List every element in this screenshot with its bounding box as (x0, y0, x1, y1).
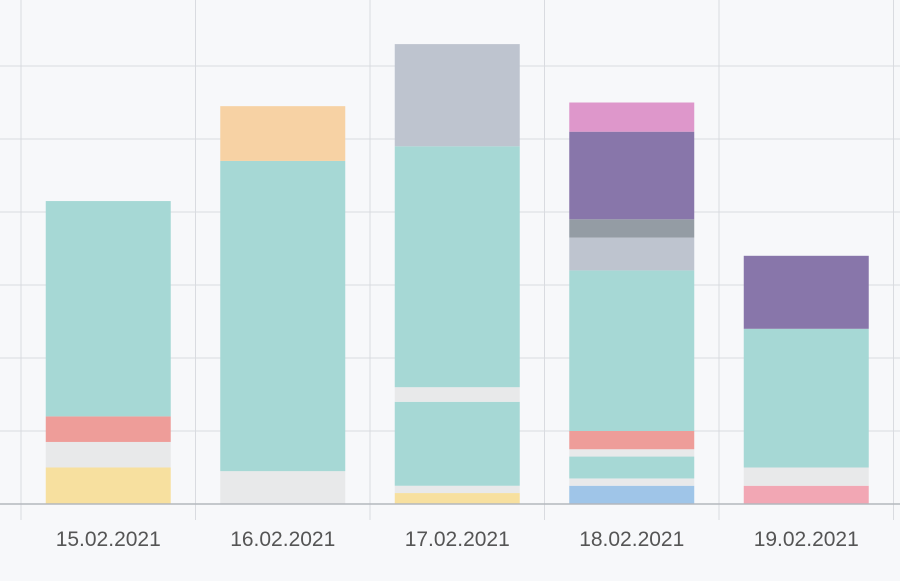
bar-segment-2-4[interactable] (220, 471, 346, 504)
bar-segment-3-5[interactable] (394, 401, 520, 486)
bar-segment-2-12[interactable] (220, 106, 346, 161)
bar-segment-3-9[interactable] (394, 44, 520, 147)
bar-segment-4-13[interactable] (569, 102, 695, 132)
bar-segment-1-8[interactable] (45, 201, 171, 417)
bar-segment-3-6[interactable] (394, 387, 520, 402)
bar-segment-4-4[interactable] (569, 478, 695, 486)
bar-segment-4-7[interactable] (569, 431, 695, 450)
bar-segment-4-10[interactable] (569, 219, 695, 238)
x-tick-label: 19.02.2021 (754, 528, 859, 551)
bar-segment-5-2[interactable] (743, 485, 869, 504)
bar-segment-4-8[interactable] (569, 270, 695, 431)
bar-segment-4-1[interactable] (569, 485, 695, 504)
bar-segment-3-3[interactable] (394, 493, 520, 504)
x-tick-label: 15.02.2021 (56, 528, 161, 551)
bar-segment-1-4[interactable] (45, 441, 171, 468)
bar-segment-4-9[interactable] (569, 237, 695, 271)
bar-segment-4-6[interactable] (569, 449, 695, 457)
bar-segment-3-4[interactable] (394, 485, 520, 494)
bar-segment-4-5[interactable] (569, 456, 695, 479)
bar-segment-2-8[interactable] (220, 160, 346, 472)
bar-segment-5-4[interactable] (743, 467, 869, 486)
x-tick-label: 18.02.2021 (579, 528, 684, 551)
bar-segment-1-3[interactable] (45, 467, 171, 505)
x-tick-labels: 15.02.2021 16.02.2021 17.02.2021 18.02.2021… (56, 528, 859, 551)
bar-segment-3-8[interactable] (394, 146, 520, 388)
x-tick-label: 17.02.2021 (405, 528, 510, 551)
bar-segment-4-11[interactable] (569, 131, 695, 220)
bars (45, 44, 869, 505)
bar-segment-5-8[interactable] (743, 328, 869, 468)
bar-segment-5-11[interactable] (743, 255, 869, 329)
bar-segment-1-7[interactable] (45, 416, 171, 442)
x-tick-label: 16.02.2021 (230, 528, 335, 551)
